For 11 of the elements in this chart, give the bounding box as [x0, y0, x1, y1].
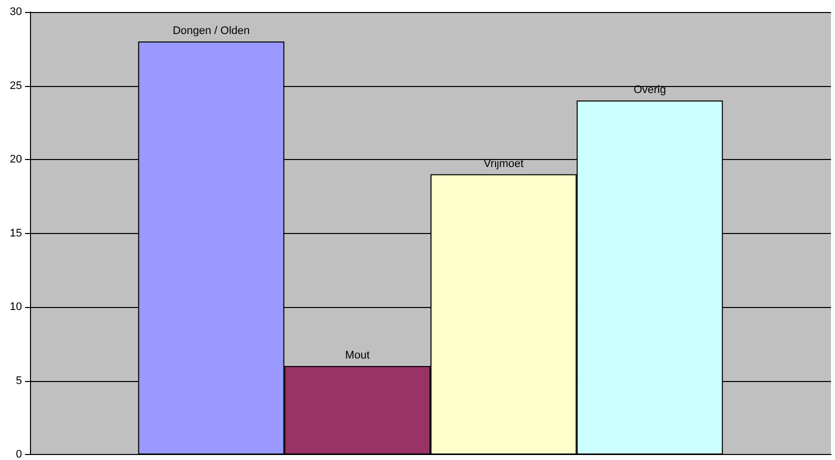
- y-tick-label: 20: [10, 154, 22, 166]
- series-label: Vrijmoet: [484, 158, 524, 170]
- series-label: Dongen / Olden: [172, 25, 250, 37]
- y-tick-label: 30: [10, 6, 22, 18]
- y-tick-label: 25: [10, 80, 22, 92]
- y-tick-label: 15: [10, 227, 22, 240]
- series-label: Mout: [345, 350, 370, 362]
- y-tick-label: 5: [16, 374, 22, 387]
- y-tick-label: 0: [16, 448, 22, 460]
- series-label: Overig: [634, 84, 666, 96]
- y-tick-label: 10: [10, 301, 22, 313]
